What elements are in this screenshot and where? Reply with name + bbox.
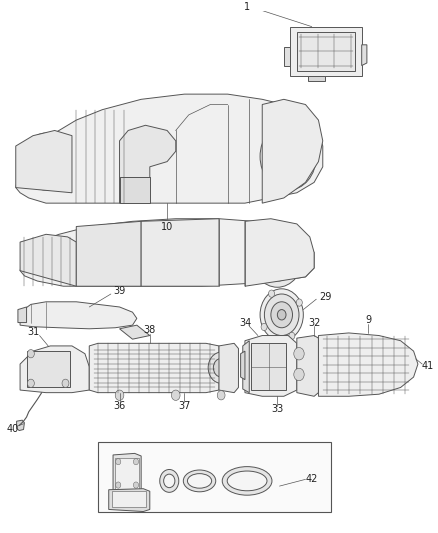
Circle shape	[115, 390, 124, 400]
Circle shape	[134, 482, 138, 488]
Polygon shape	[243, 341, 249, 393]
Text: 39: 39	[113, 286, 126, 296]
Circle shape	[134, 458, 138, 465]
Circle shape	[260, 123, 316, 190]
Circle shape	[296, 299, 302, 306]
Circle shape	[251, 225, 304, 287]
Polygon shape	[20, 302, 137, 329]
Text: 38: 38	[144, 325, 156, 335]
Ellipse shape	[227, 471, 267, 491]
Polygon shape	[141, 219, 219, 286]
Circle shape	[294, 348, 304, 360]
Text: 31: 31	[28, 327, 40, 337]
Bar	[27, 351, 70, 387]
Text: 32: 32	[308, 318, 320, 328]
Polygon shape	[245, 336, 297, 396]
Polygon shape	[16, 94, 323, 203]
Text: 40: 40	[6, 424, 18, 434]
Polygon shape	[120, 125, 176, 203]
Polygon shape	[20, 219, 314, 286]
Circle shape	[35, 149, 57, 175]
Text: 34: 34	[239, 318, 251, 328]
Circle shape	[260, 289, 304, 341]
Bar	[297, 32, 355, 71]
Circle shape	[208, 352, 234, 383]
Polygon shape	[251, 343, 286, 390]
Polygon shape	[245, 219, 314, 286]
Text: 9: 9	[365, 315, 371, 325]
Circle shape	[267, 243, 288, 269]
Polygon shape	[20, 235, 76, 286]
Circle shape	[160, 470, 179, 492]
Text: 41: 41	[421, 361, 434, 371]
Circle shape	[261, 324, 267, 330]
Text: 37: 37	[178, 401, 191, 410]
Circle shape	[22, 133, 70, 190]
Text: 42: 42	[306, 474, 318, 484]
Polygon shape	[89, 343, 219, 393]
Text: 33: 33	[271, 404, 283, 414]
Circle shape	[217, 391, 225, 400]
Circle shape	[268, 290, 275, 297]
Polygon shape	[297, 336, 318, 396]
Polygon shape	[109, 489, 150, 512]
Circle shape	[266, 130, 311, 183]
Text: 36: 36	[113, 401, 126, 410]
Polygon shape	[16, 131, 72, 193]
Circle shape	[171, 390, 180, 400]
Polygon shape	[240, 351, 245, 379]
Ellipse shape	[184, 470, 216, 492]
Text: 29: 29	[319, 292, 331, 302]
Circle shape	[271, 302, 293, 328]
Polygon shape	[17, 420, 25, 431]
Bar	[98, 442, 332, 512]
Circle shape	[116, 458, 121, 465]
Text: 1: 1	[244, 2, 250, 12]
Circle shape	[116, 482, 121, 488]
Polygon shape	[262, 99, 323, 203]
Circle shape	[277, 310, 286, 320]
Circle shape	[62, 379, 69, 387]
Circle shape	[164, 474, 175, 488]
Polygon shape	[20, 346, 89, 393]
Polygon shape	[120, 177, 150, 203]
Polygon shape	[290, 27, 362, 76]
Polygon shape	[120, 325, 150, 339]
Ellipse shape	[222, 466, 272, 495]
Circle shape	[213, 358, 229, 377]
Polygon shape	[362, 45, 367, 66]
Circle shape	[28, 350, 34, 358]
Polygon shape	[18, 307, 27, 322]
Circle shape	[289, 332, 295, 340]
Polygon shape	[284, 47, 290, 66]
Polygon shape	[219, 343, 238, 393]
Bar	[115, 457, 139, 489]
Text: 10: 10	[161, 222, 173, 231]
Polygon shape	[318, 333, 418, 396]
Circle shape	[257, 231, 298, 281]
Polygon shape	[76, 221, 141, 286]
Circle shape	[275, 141, 301, 172]
Circle shape	[28, 140, 64, 183]
Ellipse shape	[187, 474, 212, 488]
Bar	[112, 491, 146, 507]
Circle shape	[28, 379, 34, 387]
Polygon shape	[113, 454, 141, 495]
Circle shape	[265, 294, 299, 336]
Polygon shape	[307, 76, 325, 81]
Circle shape	[294, 368, 304, 381]
